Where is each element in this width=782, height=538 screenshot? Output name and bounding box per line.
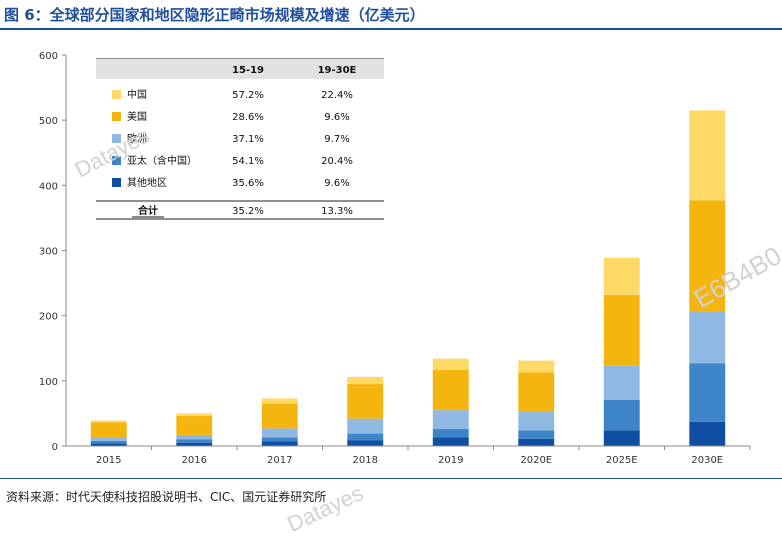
table-row-label: 中国 (127, 88, 147, 101)
y-tick-label: 500 (39, 116, 58, 127)
table-row-label: 美国 (127, 110, 147, 123)
growth-table: 15-19 19-30E 中国 57.2% 22.4% 美国 28.6% 9.6% 欧洲 37.1… (96, 58, 384, 220)
bar-segment-china-2019 (432, 358, 469, 370)
bar-segment-usa-2020E (518, 372, 555, 412)
x-tick-label: 2019 (438, 455, 463, 466)
legend-swatch-apac_ex_china (112, 156, 121, 165)
legend-swatch-china (112, 90, 121, 99)
table-cell-19-30e: 9.6% (324, 178, 349, 189)
y-tick-label: 400 (39, 181, 58, 192)
bar-segment-europe-2017 (261, 428, 298, 438)
bar-segment-others-2019 (432, 437, 469, 446)
table-total-19-30e: 13.3% (321, 206, 353, 217)
table-cell-15-19: 57.2% (232, 90, 264, 101)
bar-segment-others-2030E (689, 421, 726, 446)
bar-segment-usa-2015 (90, 422, 127, 438)
y-tick-label: 300 (39, 247, 58, 258)
bar-segment-europe-2030E (689, 311, 726, 364)
bar-segment-apac_ex_china-2017 (261, 437, 298, 442)
table-cell-15-19: 28.6% (232, 112, 264, 123)
table-row-label: 亚太（含中国） (127, 154, 197, 167)
footer-rule (0, 478, 782, 479)
bar-segment-china-2016 (176, 413, 213, 417)
x-tick-label: 2025E (606, 455, 638, 466)
table-cell-15-19: 35.6% (232, 178, 264, 189)
y-tick-label: 100 (39, 377, 58, 388)
bar-segment-apac_ex_china-2016 (176, 439, 213, 443)
bar-segment-europe-2016 (176, 434, 213, 440)
bar-segment-china-2025E (603, 257, 640, 295)
legend-swatch-europe (112, 134, 121, 143)
table-header-19-30e: 19-30E (318, 65, 357, 76)
table-row-label: 其他地区 (127, 176, 167, 189)
bar-segment-usa-2016 (176, 416, 213, 435)
table-total-label: 合计 (137, 204, 158, 217)
bar-segment-china-2020E (518, 360, 555, 373)
x-tick-label: 2016 (182, 455, 207, 466)
bar-segment-apac_ex_china-2015 (90, 440, 127, 444)
table-cell-19-30e: 22.4% (321, 90, 353, 101)
x-tick-label: 2015 (96, 455, 121, 466)
y-tick-label: 600 (39, 51, 58, 62)
bar-segment-apac_ex_china-2025E (603, 399, 640, 431)
x-tick-label: 2018 (353, 455, 378, 466)
bar-segment-usa-2017 (261, 403, 298, 429)
table-row-label: 欧洲 (127, 133, 147, 145)
stacked-bar-chart: 0 100 200 300 400 500 600 2015 2016 2017 2018 2019 2… (39, 51, 751, 466)
bar-segment-usa-2019 (432, 369, 469, 411)
y-tick-label: 0 (52, 442, 58, 453)
axes-layer: 0 100 200 300 400 500 600 2015 2016 2017 2018 2019 2… (39, 51, 751, 466)
legend-swatch-usa (112, 112, 121, 121)
bar-segment-usa-2018 (347, 384, 384, 419)
bar-segment-others-2020E (518, 438, 555, 446)
bar-segment-others-2018 (347, 440, 384, 446)
bar-segment-usa-2030E (689, 200, 726, 312)
bars-layer (90, 110, 726, 446)
bar-segment-others-2017 (261, 441, 298, 446)
bar-segment-china-2018 (347, 376, 384, 385)
bar-segment-others-2015 (90, 443, 127, 446)
table-cell-19-30e: 9.6% (324, 112, 349, 123)
bar-segment-apac_ex_china-2020E (518, 430, 555, 439)
title-rule (0, 28, 782, 30)
bar-segment-others-2025E (603, 430, 640, 446)
bar-segment-europe-2019 (432, 410, 469, 430)
x-tick-label: 2020E (520, 455, 552, 466)
bar-segment-apac_ex_china-2030E (689, 363, 726, 422)
table-header-bg (96, 59, 384, 79)
bar-segment-europe-2025E (603, 365, 640, 400)
bar-segment-apac_ex_china-2019 (432, 429, 469, 438)
bar-segment-europe-2015 (90, 437, 127, 441)
figure-title: 图 6：全球部分国家和地区隐形正畸市场规模及增速（亿美元） (4, 6, 425, 24)
bar-segment-china-2015 (90, 420, 127, 423)
table-cell-19-30e: 20.4% (321, 156, 353, 167)
bar-segment-china-2017 (261, 398, 298, 404)
bar-segment-usa-2025E (603, 294, 640, 366)
bar-segment-china-2030E (689, 110, 726, 201)
table-header-15-19: 15-19 (232, 65, 264, 76)
table-cell-15-19: 54.1% (232, 156, 264, 167)
bar-segment-others-2016 (176, 442, 213, 446)
table-cell-19-30e: 9.7% (324, 134, 349, 145)
bar-segment-apac_ex_china-2018 (347, 433, 384, 441)
bar-segment-europe-2018 (347, 418, 384, 434)
x-tick-label: 2017 (267, 455, 292, 466)
table-total-15-19: 35.2% (232, 206, 264, 217)
y-tick-label: 200 (39, 312, 58, 323)
table-cell-15-19: 37.1% (232, 134, 264, 145)
source-note: 资料来源：时代天使科技招股说明书、CIC、国元证券研究所 (6, 490, 327, 504)
legend-swatch-others (112, 178, 121, 187)
bar-segment-europe-2020E (518, 411, 555, 431)
x-tick-label: 2030E (691, 455, 723, 466)
